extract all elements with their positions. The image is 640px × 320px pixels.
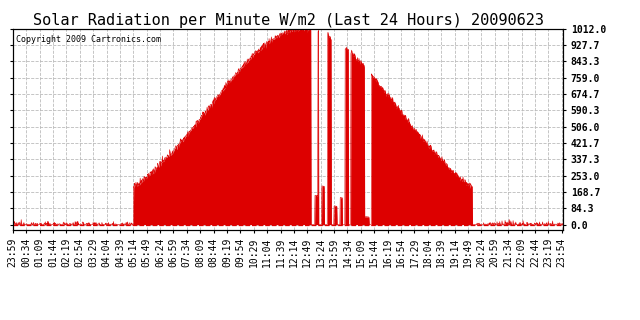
Title: Solar Radiation per Minute W/m2 (Last 24 Hours) 20090623: Solar Radiation per Minute W/m2 (Last 24…	[33, 12, 543, 28]
Text: Copyright 2009 Cartronics.com: Copyright 2009 Cartronics.com	[15, 35, 161, 44]
